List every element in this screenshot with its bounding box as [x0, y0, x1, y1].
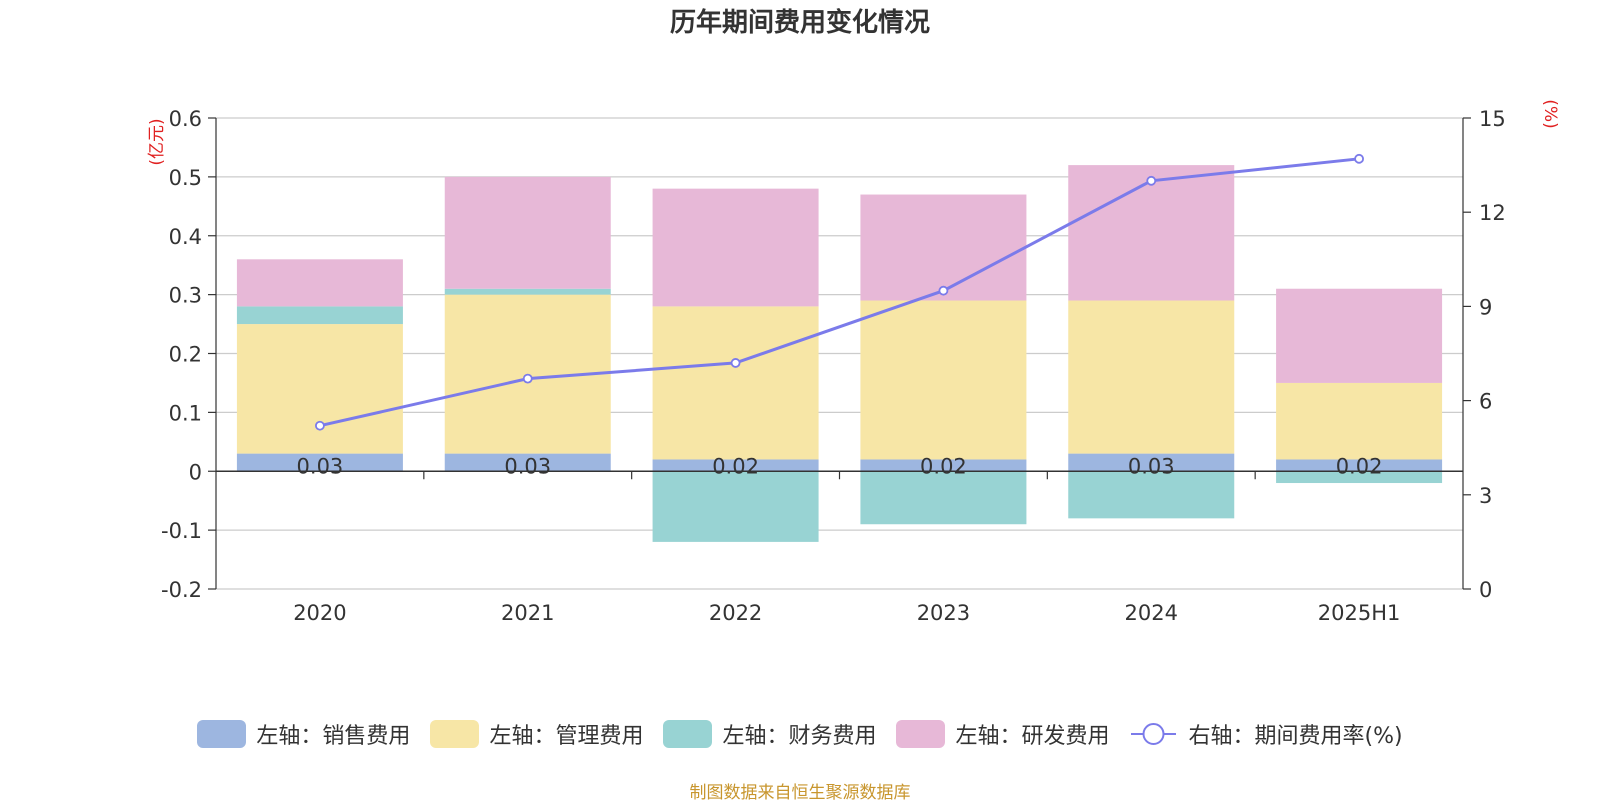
bar-rd [1068, 165, 1235, 301]
line-marker-icon [1131, 723, 1177, 745]
category-label: 2025H1 [1318, 601, 1401, 625]
legend-label-finance: 左轴：财务费用 [722, 724, 877, 749]
left-tick-label: 0.1 [169, 401, 202, 425]
right-axis-unit: (%) [1540, 99, 1560, 128]
right-tick-label: 12 [1479, 201, 1506, 225]
legend-label-sales: 左轴：销售费用 [256, 724, 411, 749]
left-axis-unit: (亿元) [147, 118, 167, 165]
bar-admin [236, 324, 403, 454]
data-label-sales: 0.03 [297, 454, 344, 478]
left-tick-label: 0.3 [169, 284, 202, 308]
category-label: 2023 [917, 601, 970, 625]
right-tick-label: 6 [1479, 390, 1492, 414]
bar-rd [444, 176, 611, 289]
bar-rd [236, 259, 403, 307]
category-label: 2020 [293, 601, 346, 625]
chart-title: 历年期间费用变化情况 [669, 8, 930, 38]
legend-item-admin[interactable]: 左轴：管理费用 [430, 718, 643, 750]
category-label: 2022 [709, 601, 762, 625]
bar-sales [236, 453, 403, 472]
bar-admin [1276, 382, 1443, 460]
data-label-sales: 0.03 [504, 454, 551, 478]
right-tick-label: 3 [1479, 484, 1492, 508]
expense-rate-point [938, 285, 949, 296]
bar-finance [1276, 471, 1443, 484]
category-label: 2024 [1125, 601, 1178, 625]
left-tick-label: 0.6 [169, 107, 202, 131]
bar-finance [652, 471, 819, 542]
right-tick-label: 15 [1479, 107, 1506, 131]
bar-rd [1276, 288, 1443, 383]
bar-admin [1068, 300, 1235, 454]
legend-swatch-finance [663, 720, 713, 748]
bar-finance [444, 288, 611, 295]
bar-sales [652, 459, 819, 472]
data-label-sales: 0.02 [920, 454, 967, 478]
right-tick-label: 0 [1479, 578, 1492, 602]
left-tick-label: -0.2 [161, 578, 202, 602]
category-label: 2021 [501, 601, 554, 625]
legend-swatch-rd [896, 720, 946, 748]
expense-rate-point [730, 358, 741, 368]
expense-rate-point [522, 373, 533, 384]
data-label-sales: 0.02 [712, 454, 759, 478]
expense-rate-point [1146, 175, 1157, 186]
left-tick-label: -0.1 [161, 519, 202, 543]
legend-swatch-sales [197, 720, 247, 748]
bar-rd [860, 194, 1027, 301]
legend-item-sales[interactable]: 左轴：销售费用 [197, 718, 410, 750]
bar-sales [860, 459, 1027, 472]
bar-sales [1276, 459, 1443, 472]
expense-rate-point [1354, 153, 1364, 164]
legend-label-admin: 左轴：管理费用 [489, 724, 644, 749]
legend-item-finance[interactable]: 左轴：财务费用 [663, 718, 876, 750]
data-label-sales: 0.02 [1336, 454, 1383, 478]
left-tick-label: 0.2 [169, 343, 202, 367]
data-label-sales: 0.03 [1128, 454, 1175, 478]
expense-rate-line [319, 157, 1360, 428]
legend: 左轴：销售费用 左轴：管理费用 左轴：财务费用 左轴：研发费用 右轴：期间费用率… [0, 718, 1600, 750]
bar-rd [652, 188, 819, 307]
bar-admin [860, 300, 1027, 460]
left-tick-label: 0 [189, 460, 202, 484]
bar-finance [860, 471, 1027, 525]
bar-finance [1068, 471, 1235, 519]
right-tick-label: 9 [1479, 295, 1492, 319]
legend-label-rd: 左轴：研发费用 [955, 724, 1110, 749]
bar-finance [236, 306, 403, 325]
bar-sales [1068, 453, 1235, 472]
left-tick-label: 0.4 [169, 225, 202, 249]
bar-sales [444, 453, 611, 472]
source-note: 制图数据来自恒生聚源数据库 [689, 783, 911, 803]
bar-admin [652, 306, 819, 460]
expense-rate-point [315, 420, 325, 431]
legend-swatch-admin [430, 720, 480, 748]
left-tick-label: 0.5 [169, 166, 202, 190]
legend-label-expense-rate: 右轴：期间费用率(%) [1188, 724, 1403, 749]
legend-item-expense-rate[interactable]: 右轴：期间费用率(%) [1129, 718, 1403, 750]
legend-item-rd[interactable]: 左轴：研发费用 [896, 718, 1109, 750]
